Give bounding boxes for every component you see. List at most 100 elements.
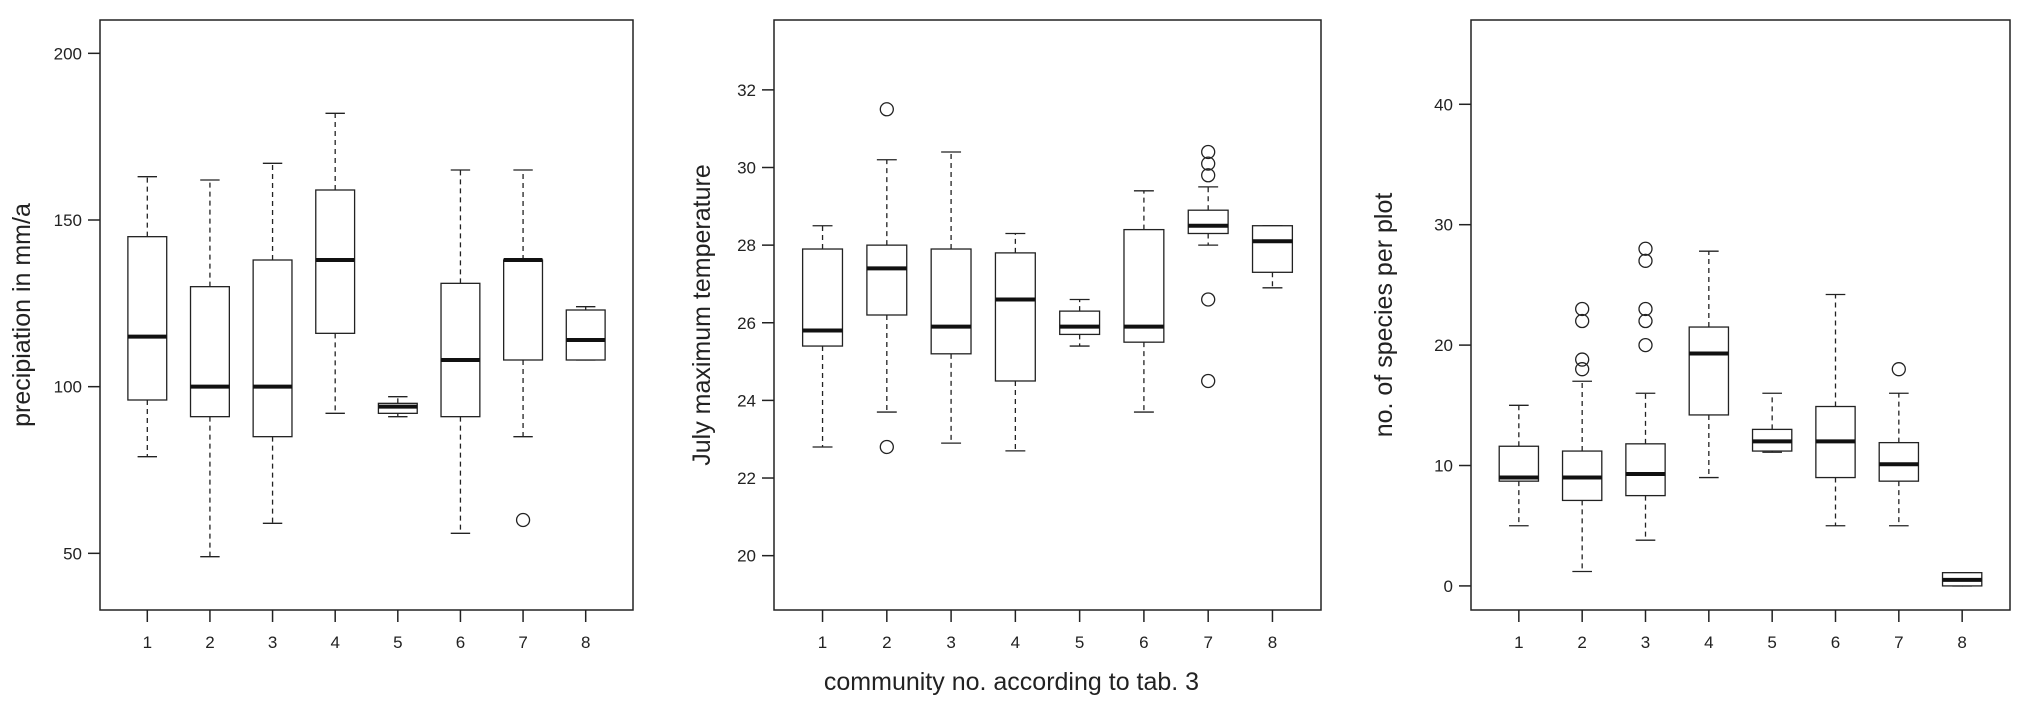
box-community-7 [503, 169, 544, 528]
y-tick-label: 150 [54, 211, 82, 230]
box-community-7 [1878, 362, 1920, 527]
y-tick-label: 0 [1444, 577, 1453, 596]
iqr-box [1625, 443, 1666, 497]
outlier-point [1201, 156, 1216, 171]
y-tick-label: 20 [737, 547, 756, 566]
panel-3: 0 10 20 30 40 no. of species per plot 1 2 3 4 5 6 7 8 [1370, 19, 2011, 652]
box-community-6 [1815, 293, 1856, 527]
x-tick-label: 4 [1011, 633, 1020, 652]
outlier-point [1201, 292, 1216, 307]
x-tick-label: 7 [1894, 633, 1903, 652]
x-tick-label: 7 [1203, 633, 1212, 652]
box-community-1 [127, 176, 168, 458]
box-community-8 [565, 306, 606, 361]
outlier-point [1575, 362, 1590, 377]
outlier-point [515, 512, 531, 528]
iqr-box [503, 259, 544, 361]
box-community-5 [1059, 298, 1101, 347]
y-tick-label: 32 [737, 81, 756, 100]
outlier-point [1575, 313, 1590, 329]
outlier-point [1638, 301, 1653, 317]
box-community-6 [440, 169, 481, 534]
shared-x-axis-label: community no. according to tab. 3 [823, 668, 1200, 696]
iqr-box [1688, 326, 1730, 416]
x-tick-label: 5 [393, 633, 402, 652]
box-community-2 [866, 102, 908, 455]
y-axis-label: no. of species per plot [1370, 193, 1398, 438]
x-tick-label: 3 [1641, 633, 1650, 652]
iqr-box [1059, 310, 1101, 336]
outlier-point [1201, 168, 1216, 183]
plot-frame [773, 19, 1322, 611]
x-tick-label: 6 [456, 633, 465, 652]
box-community-4 [1688, 250, 1730, 479]
box-community-6 [1123, 190, 1165, 413]
iqr-box [1187, 209, 1229, 235]
x-tick-label: 8 [1268, 633, 1277, 652]
iqr-box [866, 244, 908, 316]
box-community-5 [377, 396, 418, 418]
box-community-7 [1187, 144, 1229, 389]
x-tick-label: 8 [581, 633, 590, 652]
y-tick-label: 100 [54, 378, 82, 397]
outlier-point [1575, 352, 1590, 367]
x-tick-label: 4 [1704, 633, 1713, 652]
iqr-box [994, 252, 1036, 382]
x-tick-label: 1 [1514, 633, 1523, 652]
box-community-1 [801, 225, 844, 448]
x-tick-label: 2 [1577, 633, 1586, 652]
y-tick-label: 30 [737, 159, 756, 178]
y-tick-label: 40 [1434, 95, 1453, 114]
box-community-8 [1941, 572, 1983, 587]
outlier-point [1638, 253, 1653, 268]
y-tick-label: 200 [54, 44, 82, 63]
plot-frame [1470, 19, 2011, 611]
x-tick-label: 8 [1957, 633, 1966, 652]
iqr-box [565, 309, 606, 361]
x-tick-label: 5 [1075, 633, 1084, 652]
box-community-2 [189, 179, 230, 558]
outlier-point [1891, 362, 1906, 377]
iqr-box [127, 236, 168, 401]
y-tick-label: 10 [1434, 457, 1453, 476]
x-tick-label: 3 [268, 633, 277, 652]
iqr-box [189, 286, 230, 418]
outlier-point [1638, 241, 1653, 256]
iqr-box [440, 282, 481, 418]
box-community-3 [930, 151, 972, 444]
x-tick-label: 1 [818, 633, 827, 652]
y-tick-label: 50 [63, 544, 82, 563]
y-tick-label: 28 [737, 236, 756, 255]
y-tick-label: 20 [1434, 336, 1453, 355]
box-community-4 [315, 112, 356, 414]
iqr-box [1251, 225, 1294, 273]
x-tick-label: 7 [518, 633, 527, 652]
iqr-box [1123, 228, 1165, 343]
x-tick-label: 3 [946, 633, 955, 652]
outlier-point [1575, 301, 1590, 317]
x-tick-label: 4 [330, 633, 339, 652]
outlier-point [1638, 313, 1653, 329]
box-community-3 [252, 162, 293, 524]
y-tick-label: 22 [737, 469, 756, 488]
y-axis-label: July maximum temperature [688, 164, 716, 465]
plot-frame [99, 19, 634, 611]
outlier-point [1638, 337, 1653, 353]
x-tick-label: 5 [1767, 633, 1776, 652]
box-community-8 [1251, 225, 1294, 289]
iqr-box [1498, 445, 1540, 482]
iqr-box [1878, 441, 1920, 482]
iqr-box [930, 248, 972, 355]
box-community-3 [1625, 241, 1666, 541]
y-tick-label: 24 [737, 391, 756, 410]
y-axis-label: precipiation in mm/a [8, 203, 36, 427]
panel-1: 50 100 150 200 precipiation in mm/a 1 2 3 4 5 6 7 8 [8, 19, 634, 652]
outlier-point [879, 439, 894, 455]
x-tick-label: 6 [1139, 633, 1148, 652]
iqr-box [252, 259, 293, 438]
box-community-4 [994, 232, 1036, 452]
x-tick-label: 1 [143, 633, 152, 652]
y-tick-label: 30 [1434, 216, 1453, 235]
